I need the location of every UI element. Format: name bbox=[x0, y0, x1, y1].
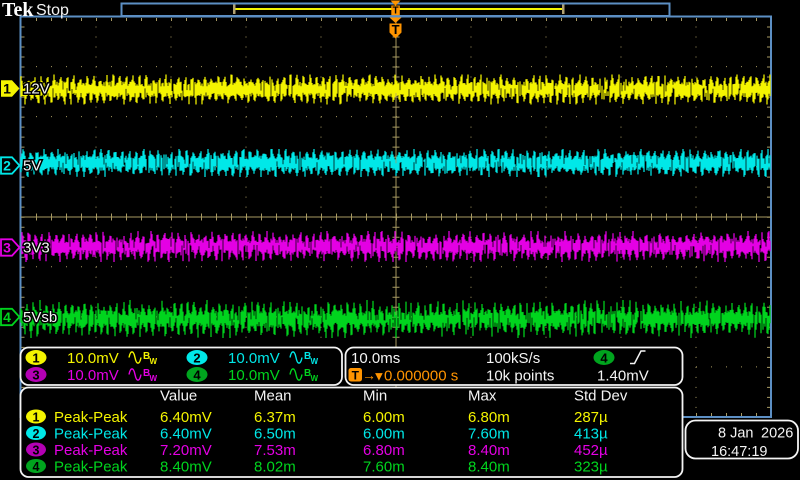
svg-text:2: 2 bbox=[33, 427, 40, 441]
svg-text:4: 4 bbox=[3, 309, 11, 325]
svg-text:→: → bbox=[362, 367, 376, 383]
svg-text:0.000000 s: 0.000000 s bbox=[384, 368, 458, 385]
svg-text:6.00m: 6.00m bbox=[363, 426, 405, 443]
svg-text:8.40mV: 8.40mV bbox=[160, 459, 212, 476]
svg-text:▼: ▼ bbox=[373, 369, 386, 384]
svg-text:1: 1 bbox=[32, 351, 39, 366]
svg-text:6.40mV: 6.40mV bbox=[160, 409, 212, 426]
svg-text:6.00m: 6.00m bbox=[363, 409, 405, 426]
svg-text:W: W bbox=[311, 374, 319, 383]
svg-text:Max: Max bbox=[468, 388, 497, 405]
svg-text:8.40m: 8.40m bbox=[468, 442, 510, 459]
svg-text:10.0mV: 10.0mV bbox=[228, 367, 280, 384]
svg-text:7.60m: 7.60m bbox=[468, 426, 510, 443]
svg-text:8.40m: 8.40m bbox=[468, 459, 510, 476]
svg-text:3: 3 bbox=[32, 368, 39, 383]
svg-text:6.40mV: 6.40mV bbox=[160, 426, 212, 443]
svg-text:10.0mV: 10.0mV bbox=[67, 367, 119, 384]
svg-text:5V: 5V bbox=[23, 158, 41, 175]
svg-text:8.02m: 8.02m bbox=[254, 459, 296, 476]
svg-text:6.50m: 6.50m bbox=[254, 426, 296, 443]
svg-text:2: 2 bbox=[193, 351, 200, 366]
svg-text:10k points: 10k points bbox=[486, 368, 554, 385]
svg-text:6.37m: 6.37m bbox=[254, 409, 296, 426]
svg-text:6.80m: 6.80m bbox=[468, 409, 510, 426]
svg-text:3: 3 bbox=[3, 240, 11, 256]
svg-text:2: 2 bbox=[3, 158, 11, 174]
svg-text:413µ: 413µ bbox=[574, 426, 608, 443]
svg-text:Peak-Peak: Peak-Peak bbox=[54, 459, 128, 476]
svg-text:323µ: 323µ bbox=[574, 459, 608, 476]
svg-text:Peak-Peak: Peak-Peak bbox=[54, 442, 128, 459]
svg-text:1: 1 bbox=[33, 410, 40, 424]
svg-text:Stop: Stop bbox=[36, 2, 69, 19]
svg-text:4: 4 bbox=[600, 351, 608, 366]
svg-text:7.60m: 7.60m bbox=[363, 459, 405, 476]
svg-text:B: B bbox=[304, 351, 311, 362]
svg-text:Value: Value bbox=[160, 388, 197, 405]
svg-text:6.80m: 6.80m bbox=[363, 442, 405, 459]
svg-text:B: B bbox=[143, 368, 150, 379]
svg-text:Peak-Peak: Peak-Peak bbox=[54, 426, 128, 443]
svg-text:Min: Min bbox=[363, 388, 387, 405]
svg-text:4: 4 bbox=[193, 368, 201, 383]
svg-text:7.53m: 7.53m bbox=[254, 442, 296, 459]
svg-text:W: W bbox=[311, 357, 319, 366]
svg-text:452µ: 452µ bbox=[574, 442, 608, 459]
svg-text:8 Jan: 8 Jan bbox=[718, 426, 753, 442]
svg-text:B: B bbox=[143, 351, 150, 362]
svg-text:12V: 12V bbox=[23, 81, 50, 98]
svg-text:287µ: 287µ bbox=[574, 409, 608, 426]
svg-text:T: T bbox=[393, 6, 399, 17]
svg-text:T: T bbox=[392, 22, 400, 37]
svg-text:W: W bbox=[150, 357, 158, 366]
svg-text:3: 3 bbox=[33, 443, 40, 457]
svg-text:5Vsb: 5Vsb bbox=[23, 309, 57, 326]
svg-text:4: 4 bbox=[33, 460, 40, 474]
svg-text:Mean: Mean bbox=[254, 388, 292, 405]
svg-text:2026: 2026 bbox=[761, 426, 793, 442]
svg-text:Tek: Tek bbox=[2, 0, 34, 21]
svg-text:T: T bbox=[352, 369, 360, 383]
svg-text:100kS/s: 100kS/s bbox=[486, 350, 540, 367]
svg-text:Std Dev: Std Dev bbox=[574, 388, 628, 405]
svg-text:W: W bbox=[150, 374, 158, 383]
svg-text:Peak-Peak: Peak-Peak bbox=[54, 409, 128, 426]
svg-text:1.40mV: 1.40mV bbox=[597, 368, 649, 385]
svg-text:10.0mV: 10.0mV bbox=[67, 350, 119, 367]
svg-text:B: B bbox=[304, 368, 311, 379]
svg-text:10.0mV: 10.0mV bbox=[228, 350, 280, 367]
svg-text:3V3: 3V3 bbox=[23, 240, 50, 257]
svg-text:1: 1 bbox=[3, 81, 11, 97]
svg-text:16:47:19: 16:47:19 bbox=[711, 444, 767, 460]
svg-text:7.20mV: 7.20mV bbox=[160, 442, 212, 459]
svg-text:10.0ms: 10.0ms bbox=[351, 350, 400, 367]
